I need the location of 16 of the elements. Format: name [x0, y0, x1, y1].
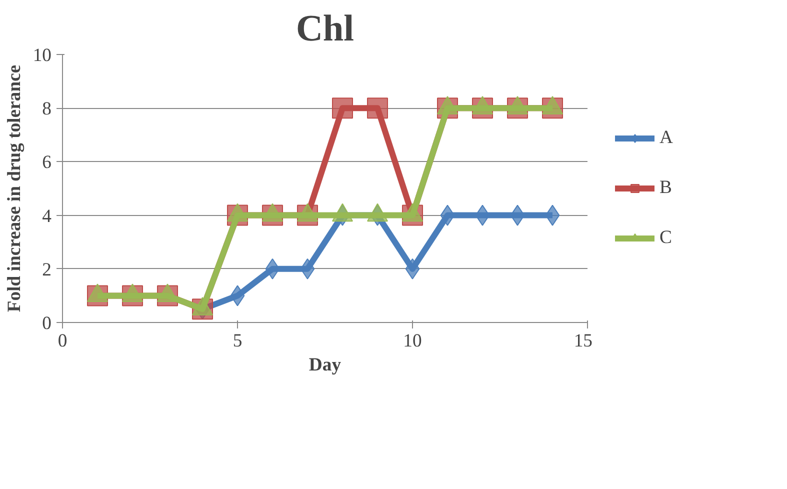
chart-title: Chl: [296, 8, 354, 50]
y-tick-label: 2: [42, 259, 52, 280]
y-tick-label: 0: [42, 313, 52, 334]
legend-label: A: [660, 127, 674, 149]
x-tick-label: 0: [58, 330, 68, 352]
y-tick-label: 6: [42, 152, 52, 174]
x-tick-label: 5: [232, 330, 242, 352]
legend-label: B: [660, 177, 673, 199]
x-axis-title: Day: [308, 354, 342, 376]
y-tick-label: 4: [42, 206, 52, 227]
y-tick-label: 8: [42, 98, 52, 120]
x-tick-label: 15: [574, 330, 592, 352]
x-tick-label: 10: [403, 330, 422, 352]
y-axis-title: Fold increase in drug tolerance: [4, 64, 25, 312]
y-tick-label: 10: [32, 45, 52, 66]
legend-label: C: [660, 227, 673, 249]
